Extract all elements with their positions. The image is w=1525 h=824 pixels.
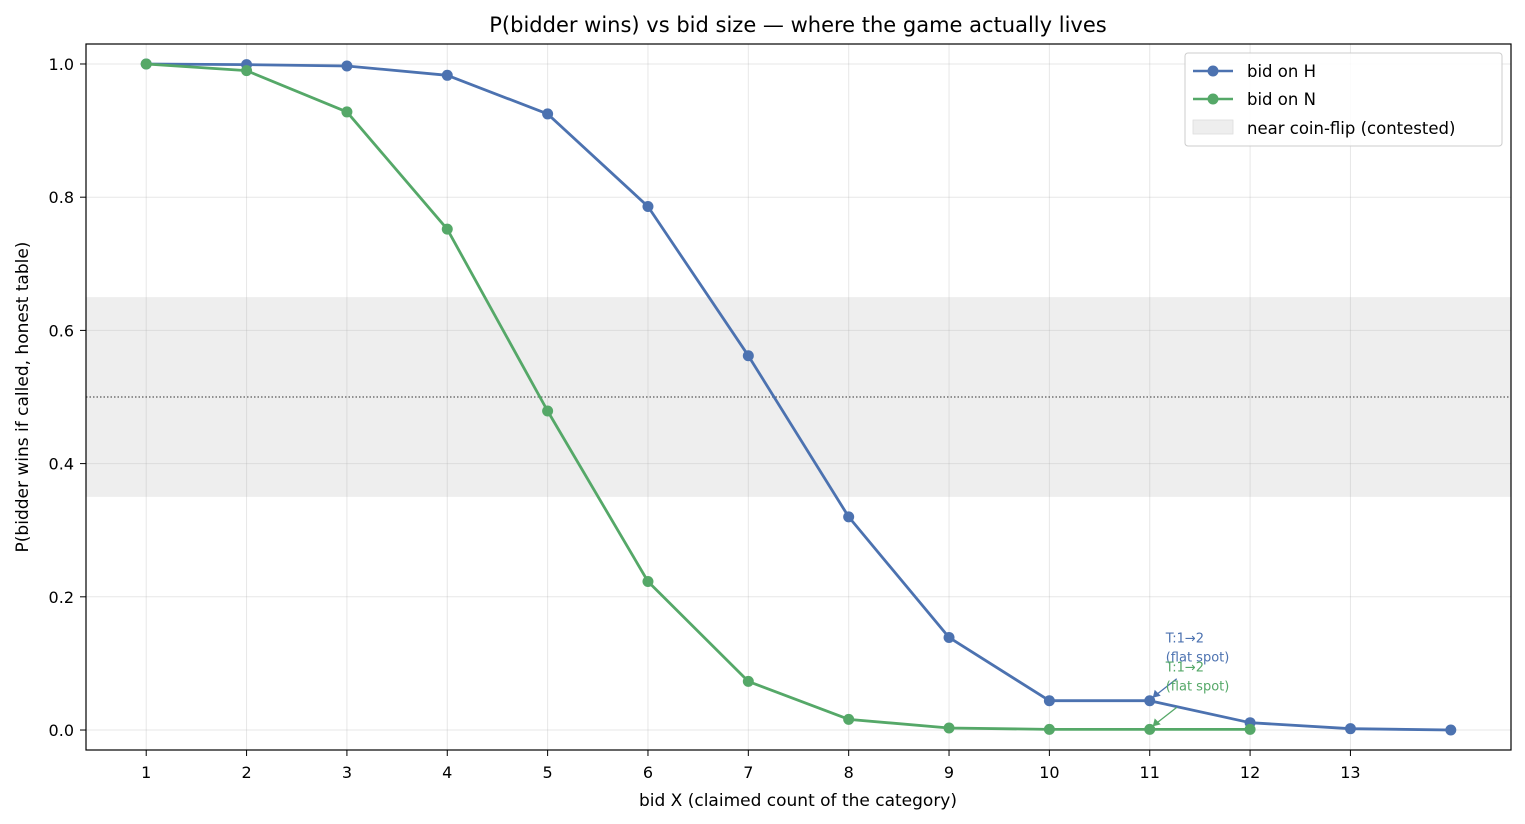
data-point-h <box>1344 723 1356 735</box>
annotation-text: (flat spot) <box>1166 651 1230 666</box>
data-point-n <box>241 65 253 77</box>
y-axis-label: P(bidder wins if called, honest table) <box>13 242 33 553</box>
legend-marker-h <box>1207 65 1219 77</box>
data-point-h <box>843 511 855 523</box>
legend-label-h: bid on H <box>1247 62 1316 81</box>
annotation-arrowhead <box>1152 689 1161 698</box>
data-point-h <box>943 631 955 643</box>
legend-label-n: bid on N <box>1247 90 1316 109</box>
data-point-h <box>341 60 353 72</box>
annotation-arrowhead <box>1152 718 1161 727</box>
x-axis-label: bid X (claimed count of the category) <box>639 791 957 811</box>
y-tick-label: 0.6 <box>49 321 74 340</box>
data-point-n <box>1144 723 1156 735</box>
series-layer <box>140 58 1457 736</box>
x-tick-label: 12 <box>1240 763 1260 782</box>
data-point-n <box>1043 723 1055 735</box>
legend-box <box>1184 52 1503 147</box>
legend-swatch-band <box>1192 119 1234 135</box>
data-point-h <box>1445 724 1457 736</box>
x-tick-label: 4 <box>442 763 452 782</box>
data-point-n <box>642 575 654 587</box>
y-tick-label: 1.0 <box>49 55 74 74</box>
x-tick-label: 1 <box>141 763 151 782</box>
data-point-n <box>441 223 453 235</box>
data-point-h <box>1043 695 1055 707</box>
data-point-n <box>542 405 554 417</box>
data-point-h <box>642 201 654 213</box>
annotation-text: T:1→2 <box>1165 632 1204 647</box>
data-point-n <box>943 722 955 734</box>
series-line-h <box>146 62 1451 732</box>
data-point-h <box>1144 695 1156 707</box>
data-point-n <box>843 713 855 725</box>
annotation-layer: T:1→2(flat spot)T:1→2(flat spot) <box>1152 632 1230 727</box>
x-tick-label: 7 <box>743 763 753 782</box>
annotation-text: (flat spot) <box>1166 679 1230 694</box>
data-point-n <box>1244 723 1256 735</box>
legend: bid on H bid on N near coin-flip (contes… <box>1184 52 1503 147</box>
x-tick-label: 10 <box>1039 763 1059 782</box>
x-tick-label: 8 <box>844 763 854 782</box>
legend-label-band: near coin-flip (contested) <box>1247 119 1455 138</box>
x-tick-label: 6 <box>643 763 653 782</box>
data-point-n <box>341 106 353 118</box>
x-axis-ticks: 1 2 3 4 5 6 7 8 9 10 11 12 13 <box>141 750 1361 782</box>
data-point-n <box>742 675 754 687</box>
y-axis-ticks: 0.0 0.2 0.4 0.6 0.8 1.0 <box>49 55 86 740</box>
data-point-h <box>441 69 453 81</box>
legend-marker-n <box>1207 93 1219 105</box>
x-tick-label: 3 <box>342 763 352 782</box>
x-tick-label: 9 <box>944 763 954 782</box>
data-point-h <box>542 108 554 120</box>
chart-title: P(bidder wins) vs bid size — where the g… <box>489 13 1106 37</box>
series-line-n <box>146 62 1251 731</box>
x-tick-label: 5 <box>543 763 553 782</box>
x-tick-label: 11 <box>1140 763 1160 782</box>
y-tick-label: 0.4 <box>49 455 74 474</box>
y-tick-label: 0.2 <box>49 588 74 607</box>
annotation-text: T:1→2 <box>1165 660 1204 675</box>
x-tick-label: 13 <box>1340 763 1360 782</box>
data-point-h <box>742 350 754 362</box>
x-tick-label: 2 <box>241 763 251 782</box>
y-tick-label: 0.8 <box>49 188 74 207</box>
plot-frame <box>85 43 1512 751</box>
data-point-n <box>140 58 152 70</box>
y-tick-label: 0.0 <box>49 721 74 740</box>
